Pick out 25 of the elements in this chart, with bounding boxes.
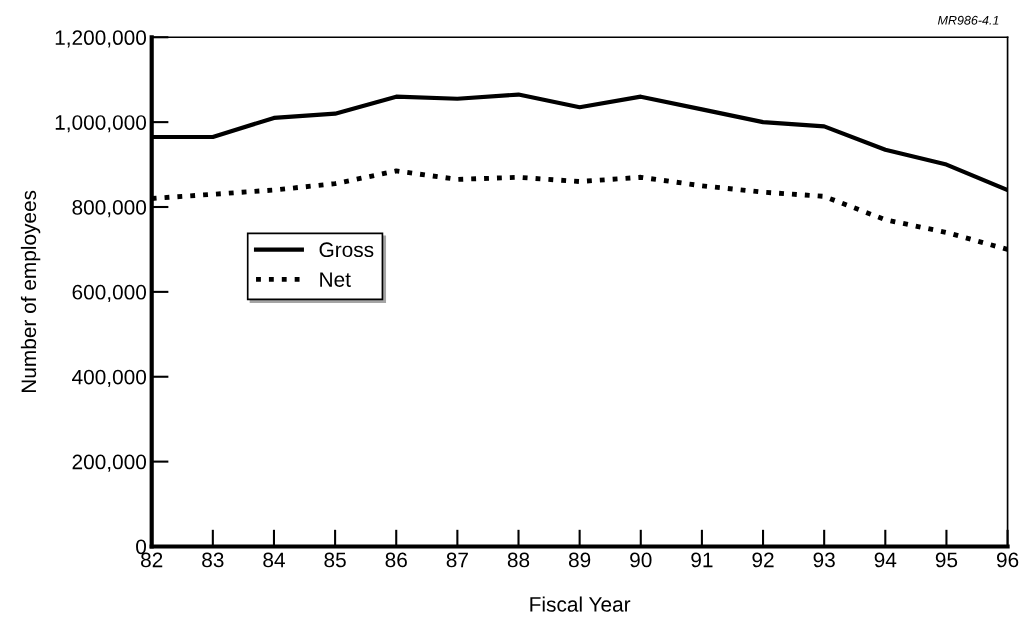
x-tick-label: 87 (446, 552, 468, 568)
x-tick-label: 91 (691, 552, 713, 568)
x-axis-title: Fiscal Year (530, 596, 631, 612)
x-tick-label: 89 (568, 552, 591, 568)
x-tick-label: 88 (507, 552, 530, 568)
legend-label: Gross (319, 242, 374, 258)
text: MR986-4.1 (937, 15, 999, 25)
x-tick-label: 92 (752, 552, 774, 568)
y-axis-title: Number of employees (20, 190, 41, 393)
y-tick-label: 400,000 (72, 369, 147, 387)
y-tick-label: 800,000 (72, 200, 147, 218)
x-tick-label: 90 (630, 552, 652, 568)
x-tick-label: 83 (202, 552, 224, 568)
x-tick-label: 96 (996, 552, 1019, 568)
y-tick-label: 1,200,000 (55, 30, 147, 48)
x-tick-label: 86 (385, 552, 407, 568)
x-tick-label: 94 (874, 552, 897, 568)
x-tick-label: 93 (813, 552, 835, 568)
x-tick-label: 84 (263, 552, 285, 568)
y-tick-label: 200,000 (72, 454, 147, 472)
x-tick-label: 85 (324, 552, 346, 568)
y-tick-label: 600,000 (72, 284, 147, 303)
x-tick-label: 95 (935, 552, 958, 568)
y-tick-label: 1,000,000 (55, 115, 147, 133)
legend-label: Net (320, 272, 351, 287)
